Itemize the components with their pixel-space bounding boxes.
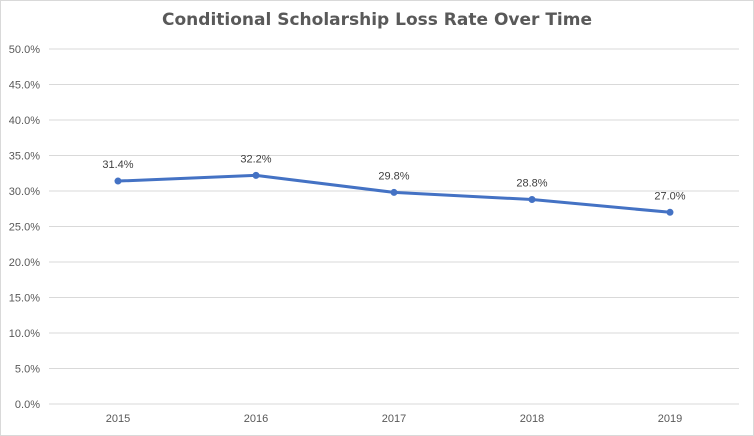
data-point [528,196,536,204]
y-tick-label: 20.0% [9,257,40,269]
x-tick-label: 2015 [106,413,130,425]
x-axis-ticks: 2015 2016 2017 2018 2019 [106,413,682,425]
series-group [114,171,674,216]
data-point [252,171,260,179]
x-tick-label: 2019 [658,413,682,425]
data-label: 29.8% [378,170,409,182]
y-tick-label: 45.0% [9,80,40,92]
data-label: 31.4% [102,159,133,171]
x-tick-label: 2018 [520,413,544,425]
data-label: 28.8% [516,178,547,190]
data-point [390,188,398,196]
data-point [114,177,122,185]
y-axis-ticks: 0.0% 5.0% 10.0% 15.0% 20.0% 25.0% 30.0% 35.0% 40… [9,44,40,411]
y-tick-label: 35.0% [9,151,40,163]
gridlines [49,48,739,405]
y-tick-label: 10.0% [9,328,40,340]
data-point [666,208,674,216]
data-label: 27.0% [654,190,685,202]
y-tick-label: 30.0% [9,186,40,198]
y-tick-label: 25.0% [9,222,40,234]
y-tick-label: 50.0% [9,44,40,56]
x-tick-label: 2016 [244,413,268,425]
y-tick-label: 40.0% [9,115,40,127]
y-tick-label: 15.0% [9,293,40,305]
chart-title: Conditional Scholarship Loss Rate Over T… [162,10,592,30]
y-tick-label: 0.0% [15,399,40,411]
data-label: 32.2% [240,153,271,165]
x-tick-label: 2017 [382,413,406,425]
data-labels: 31.4% 32.2% 29.8% 28.8% 27.0% [102,153,685,202]
y-tick-label: 5.0% [15,364,40,376]
